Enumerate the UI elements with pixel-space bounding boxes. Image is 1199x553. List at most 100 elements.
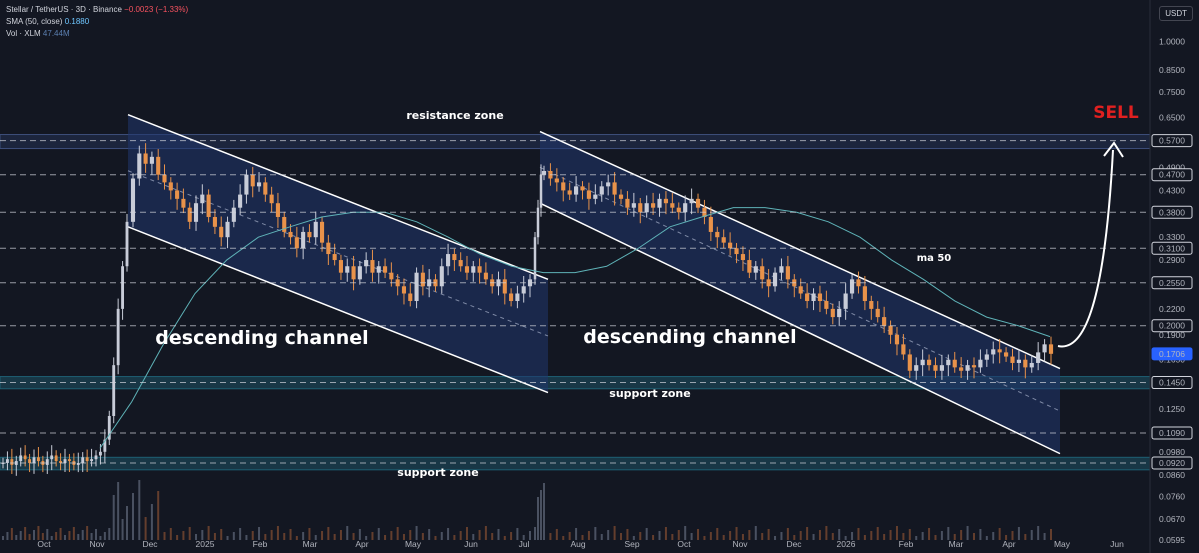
volume-bar xyxy=(863,535,866,540)
volume-bar xyxy=(465,527,468,540)
volume-bar xyxy=(838,529,841,540)
candle xyxy=(263,182,268,195)
candle xyxy=(561,182,566,191)
candle xyxy=(586,190,592,199)
volume-bar xyxy=(543,483,545,540)
volume-bar xyxy=(95,529,97,540)
volume-bar xyxy=(188,527,191,540)
volume-bar xyxy=(390,531,393,540)
volume-bar xyxy=(639,532,642,540)
volume-bar xyxy=(697,529,700,540)
volume-bar xyxy=(664,527,667,540)
volume-bar xyxy=(992,532,995,540)
volume-bar xyxy=(157,491,160,540)
volume-bar xyxy=(1011,531,1014,540)
volume-bar xyxy=(985,536,988,540)
volume-bar xyxy=(72,527,75,540)
candle xyxy=(1042,344,1047,353)
candle xyxy=(606,182,611,187)
volume-bar xyxy=(934,535,937,540)
x-tick-label: Sep xyxy=(624,539,639,549)
candle xyxy=(250,174,255,187)
candle xyxy=(849,279,855,294)
candle xyxy=(747,260,752,273)
symbol-title[interactable]: Stellar / TetherUS · 3D · Binance xyxy=(6,5,122,14)
candle xyxy=(76,462,80,465)
x-tick-label: Dec xyxy=(142,539,158,549)
volume-bar xyxy=(169,528,172,540)
x-tick-label: Mar xyxy=(949,539,964,549)
candle xyxy=(212,216,217,227)
candle xyxy=(427,279,432,287)
candle xyxy=(862,286,867,302)
candle xyxy=(946,359,951,366)
candle xyxy=(939,365,944,371)
candle xyxy=(206,194,211,217)
candle xyxy=(920,359,925,366)
price-label-box xyxy=(1151,376,1193,390)
volume-bar xyxy=(497,529,500,540)
volume-bar xyxy=(302,532,305,540)
price-label: 0.1090 xyxy=(1159,428,1185,438)
price-change: −0.0023 (−1.33%) xyxy=(124,5,189,14)
candle xyxy=(338,260,344,273)
candle xyxy=(408,293,413,302)
candle xyxy=(644,203,649,213)
volume-bar xyxy=(529,531,531,540)
volume-bar xyxy=(117,482,120,540)
candle xyxy=(401,286,407,294)
volume-bar xyxy=(409,530,412,540)
x-tick-label: Nov xyxy=(732,539,748,549)
volume-bar xyxy=(690,533,693,540)
price-label-box xyxy=(1151,168,1193,182)
time-axis: Oct Nov Dec 2025 Feb Mar Apr May Jun Jul Aug Sep Oct… xyxy=(37,539,1124,549)
volume-bar xyxy=(55,532,58,540)
candle xyxy=(651,203,656,208)
volume-bar xyxy=(19,531,22,540)
candle xyxy=(175,190,180,199)
y-tick-label: 0.2900 xyxy=(1159,255,1185,265)
volume-bar xyxy=(540,490,542,540)
candle xyxy=(785,266,790,280)
volume-bar xyxy=(77,534,80,540)
candle xyxy=(275,203,280,217)
sma-label[interactable]: SMA (50, close) xyxy=(6,17,63,26)
candle xyxy=(54,455,58,462)
volume-bar xyxy=(895,526,898,540)
volume-bar xyxy=(484,526,487,540)
candle xyxy=(28,459,32,463)
candle xyxy=(103,439,107,452)
volume-bar xyxy=(138,480,141,540)
volume-bar xyxy=(722,535,725,540)
candle xyxy=(670,203,675,208)
volume-bar xyxy=(799,531,802,540)
price-label-box xyxy=(1151,426,1193,440)
volume-bar xyxy=(295,536,298,540)
volume-bar xyxy=(1017,527,1020,540)
candle xyxy=(574,186,579,195)
zones xyxy=(0,134,1151,471)
candle xyxy=(533,237,537,280)
candle xyxy=(10,459,14,465)
volume-label[interactable]: Vol · XLM xyxy=(6,29,41,38)
candle xyxy=(238,194,243,208)
currency-button[interactable]: USDT xyxy=(1159,6,1193,21)
candle xyxy=(116,308,120,366)
candle xyxy=(149,156,154,164)
volume-bar xyxy=(947,527,950,540)
y-tick-label: 0.1250 xyxy=(1159,404,1185,414)
candle xyxy=(244,174,249,195)
y-tick-label: 0.6500 xyxy=(1159,112,1185,122)
candle xyxy=(446,254,451,267)
volume-bar xyxy=(844,536,847,540)
volume-bar xyxy=(735,527,738,540)
price-label-box xyxy=(1151,319,1193,333)
price-label: 0.4700 xyxy=(1159,170,1185,180)
candle xyxy=(997,349,1002,353)
candle xyxy=(294,237,299,249)
candle xyxy=(618,194,624,199)
channel-2-upper-line xyxy=(539,130,1061,370)
volume-bar xyxy=(352,533,355,540)
